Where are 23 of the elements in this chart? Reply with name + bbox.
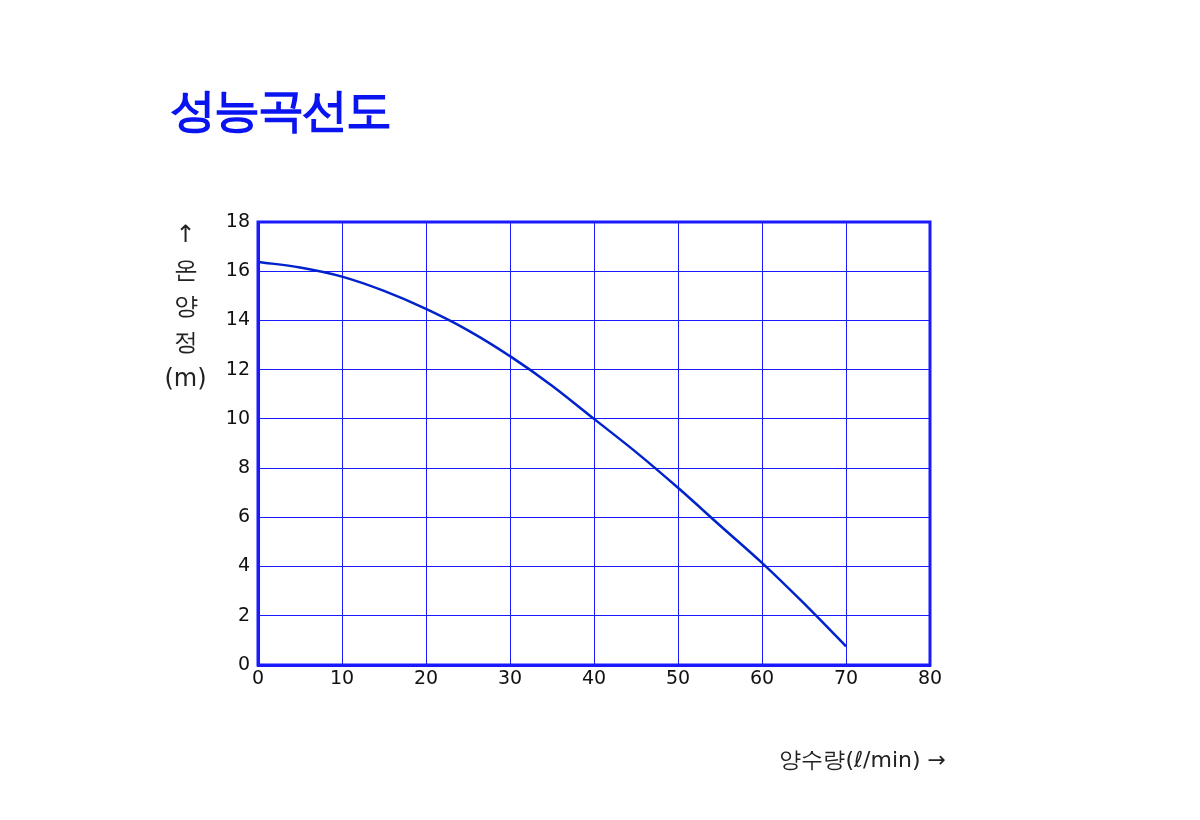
x-tick-label: 80 xyxy=(917,666,943,689)
y-tick-label: 8 xyxy=(237,455,250,478)
y-tick-label: 14 xyxy=(225,307,250,330)
x-tick-label: 60 xyxy=(749,666,775,689)
line-series xyxy=(258,260,848,648)
x-tick-label: 40 xyxy=(581,666,607,689)
y-tick-label: 12 xyxy=(225,356,250,379)
x-tick-label: 30 xyxy=(497,666,523,689)
y-tick-label: 4 xyxy=(237,553,250,576)
y-tick-label: 6 xyxy=(237,504,250,527)
x-tick-label: 50 xyxy=(665,666,691,689)
y-axis-title: ↑온양정(m) xyxy=(163,219,208,394)
chart-title: 성능곡선도 xyxy=(170,82,390,139)
y-tick-label: 18 xyxy=(225,208,250,231)
x-tick-label: 20 xyxy=(413,666,439,689)
x-axis-title: 양수량(ℓ/min) → xyxy=(779,746,946,774)
x-tick-label: 10 xyxy=(329,666,355,689)
y-tick-label: 10 xyxy=(225,405,250,428)
y-tick-label: 16 xyxy=(225,258,250,281)
y-tick-label: 2 xyxy=(237,602,250,625)
y-tick-label: 0 xyxy=(237,651,250,674)
x-tick-label: 0 xyxy=(251,666,265,689)
x-tick-label: 70 xyxy=(833,666,859,689)
